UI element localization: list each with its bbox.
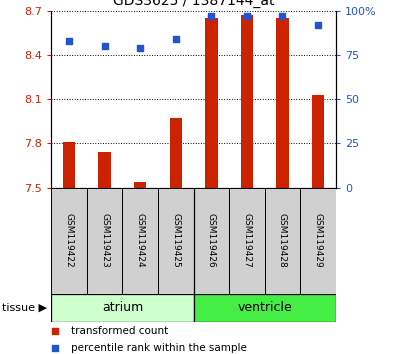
- Text: tissue ▶: tissue ▶: [2, 303, 47, 313]
- Text: transformed count: transformed count: [71, 326, 168, 336]
- Text: GSM119425: GSM119425: [171, 213, 180, 268]
- Bar: [276, 18, 289, 188]
- Bar: [241, 15, 253, 188]
- Bar: [134, 182, 147, 188]
- Bar: [265, 188, 300, 294]
- Text: GSM119429: GSM119429: [314, 213, 322, 268]
- Text: GSM119427: GSM119427: [243, 213, 251, 268]
- Bar: [194, 188, 229, 294]
- Point: [315, 22, 321, 28]
- Text: ventricle: ventricle: [237, 302, 292, 314]
- Bar: [98, 152, 111, 188]
- Bar: [205, 18, 218, 188]
- Text: percentile rank within the sample: percentile rank within the sample: [71, 343, 247, 353]
- Text: GSM119424: GSM119424: [136, 213, 145, 268]
- Text: GSM119428: GSM119428: [278, 213, 287, 268]
- Point: [66, 38, 72, 44]
- Bar: [51, 188, 87, 294]
- Bar: [122, 188, 158, 294]
- Point: [137, 45, 143, 51]
- Point: [208, 13, 214, 19]
- Text: GSM119423: GSM119423: [100, 213, 109, 268]
- Point: [102, 43, 108, 49]
- Text: GSM119422: GSM119422: [65, 213, 73, 268]
- Point: [279, 13, 286, 19]
- Bar: [63, 142, 75, 188]
- Bar: [51, 294, 194, 322]
- Title: GDS3625 / 1387144_at: GDS3625 / 1387144_at: [113, 0, 274, 8]
- Bar: [158, 188, 194, 294]
- Text: atrium: atrium: [102, 302, 143, 314]
- Point: [244, 13, 250, 19]
- Bar: [169, 118, 182, 188]
- Bar: [229, 188, 265, 294]
- Bar: [312, 95, 324, 188]
- Bar: [87, 188, 122, 294]
- Bar: [194, 294, 336, 322]
- Text: GSM119426: GSM119426: [207, 213, 216, 268]
- Point: [173, 36, 179, 42]
- Bar: [300, 188, 336, 294]
